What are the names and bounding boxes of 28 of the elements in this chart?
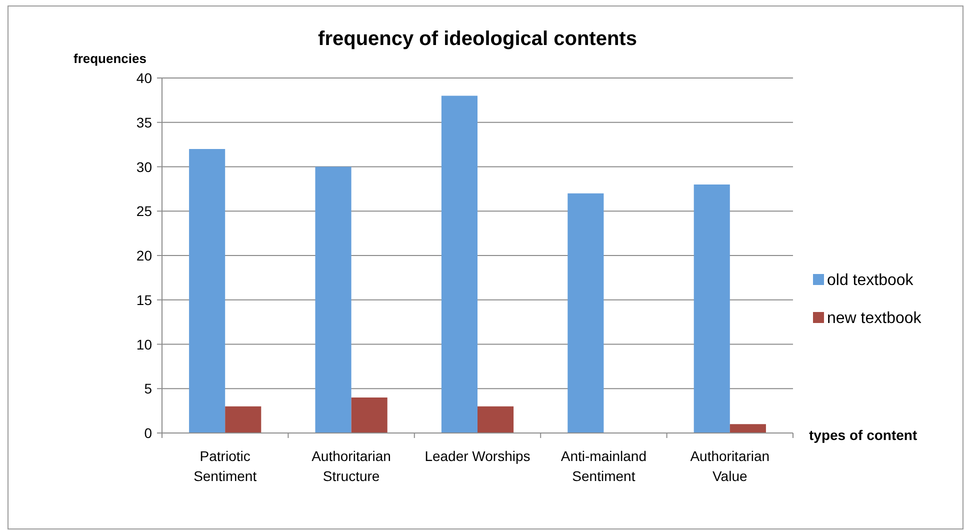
bar (351, 398, 388, 433)
bar (694, 184, 730, 433)
x-tick-label: Anti-mainland Sentiment (560, 448, 647, 484)
x-tick-label: Patriotic Sentiment (194, 448, 257, 484)
legend-label: old textbook (827, 272, 914, 289)
bar (441, 96, 478, 433)
x-axis-title: types of content (809, 427, 918, 443)
chart-title: frequency of ideological contents (318, 28, 637, 50)
y-tick-label: 0 (144, 425, 152, 441)
y-tick-label: 40 (136, 70, 152, 86)
bar (225, 406, 262, 433)
y-tick-label: 10 (136, 336, 152, 352)
y-tick-label: 5 (144, 380, 152, 397)
bar (189, 149, 226, 433)
bar (730, 424, 766, 433)
legend-label: new textbook (827, 310, 922, 327)
y-axis-title: frequencies (74, 51, 146, 66)
y-tick-label: 20 (136, 248, 152, 264)
y-tick-label: 35 (136, 114, 152, 130)
y-tick-label: 30 (136, 158, 152, 175)
bar (568, 193, 604, 433)
bar (478, 406, 514, 433)
y-tick-label: 25 (136, 203, 152, 220)
bar (315, 166, 352, 433)
y-tick-label: 15 (136, 292, 152, 308)
x-tick-label: Leader Worships (424, 448, 530, 464)
x-tick-label: Authoritarian Structure (312, 448, 391, 484)
x-tick-label: Authoritarian Value (690, 448, 770, 484)
